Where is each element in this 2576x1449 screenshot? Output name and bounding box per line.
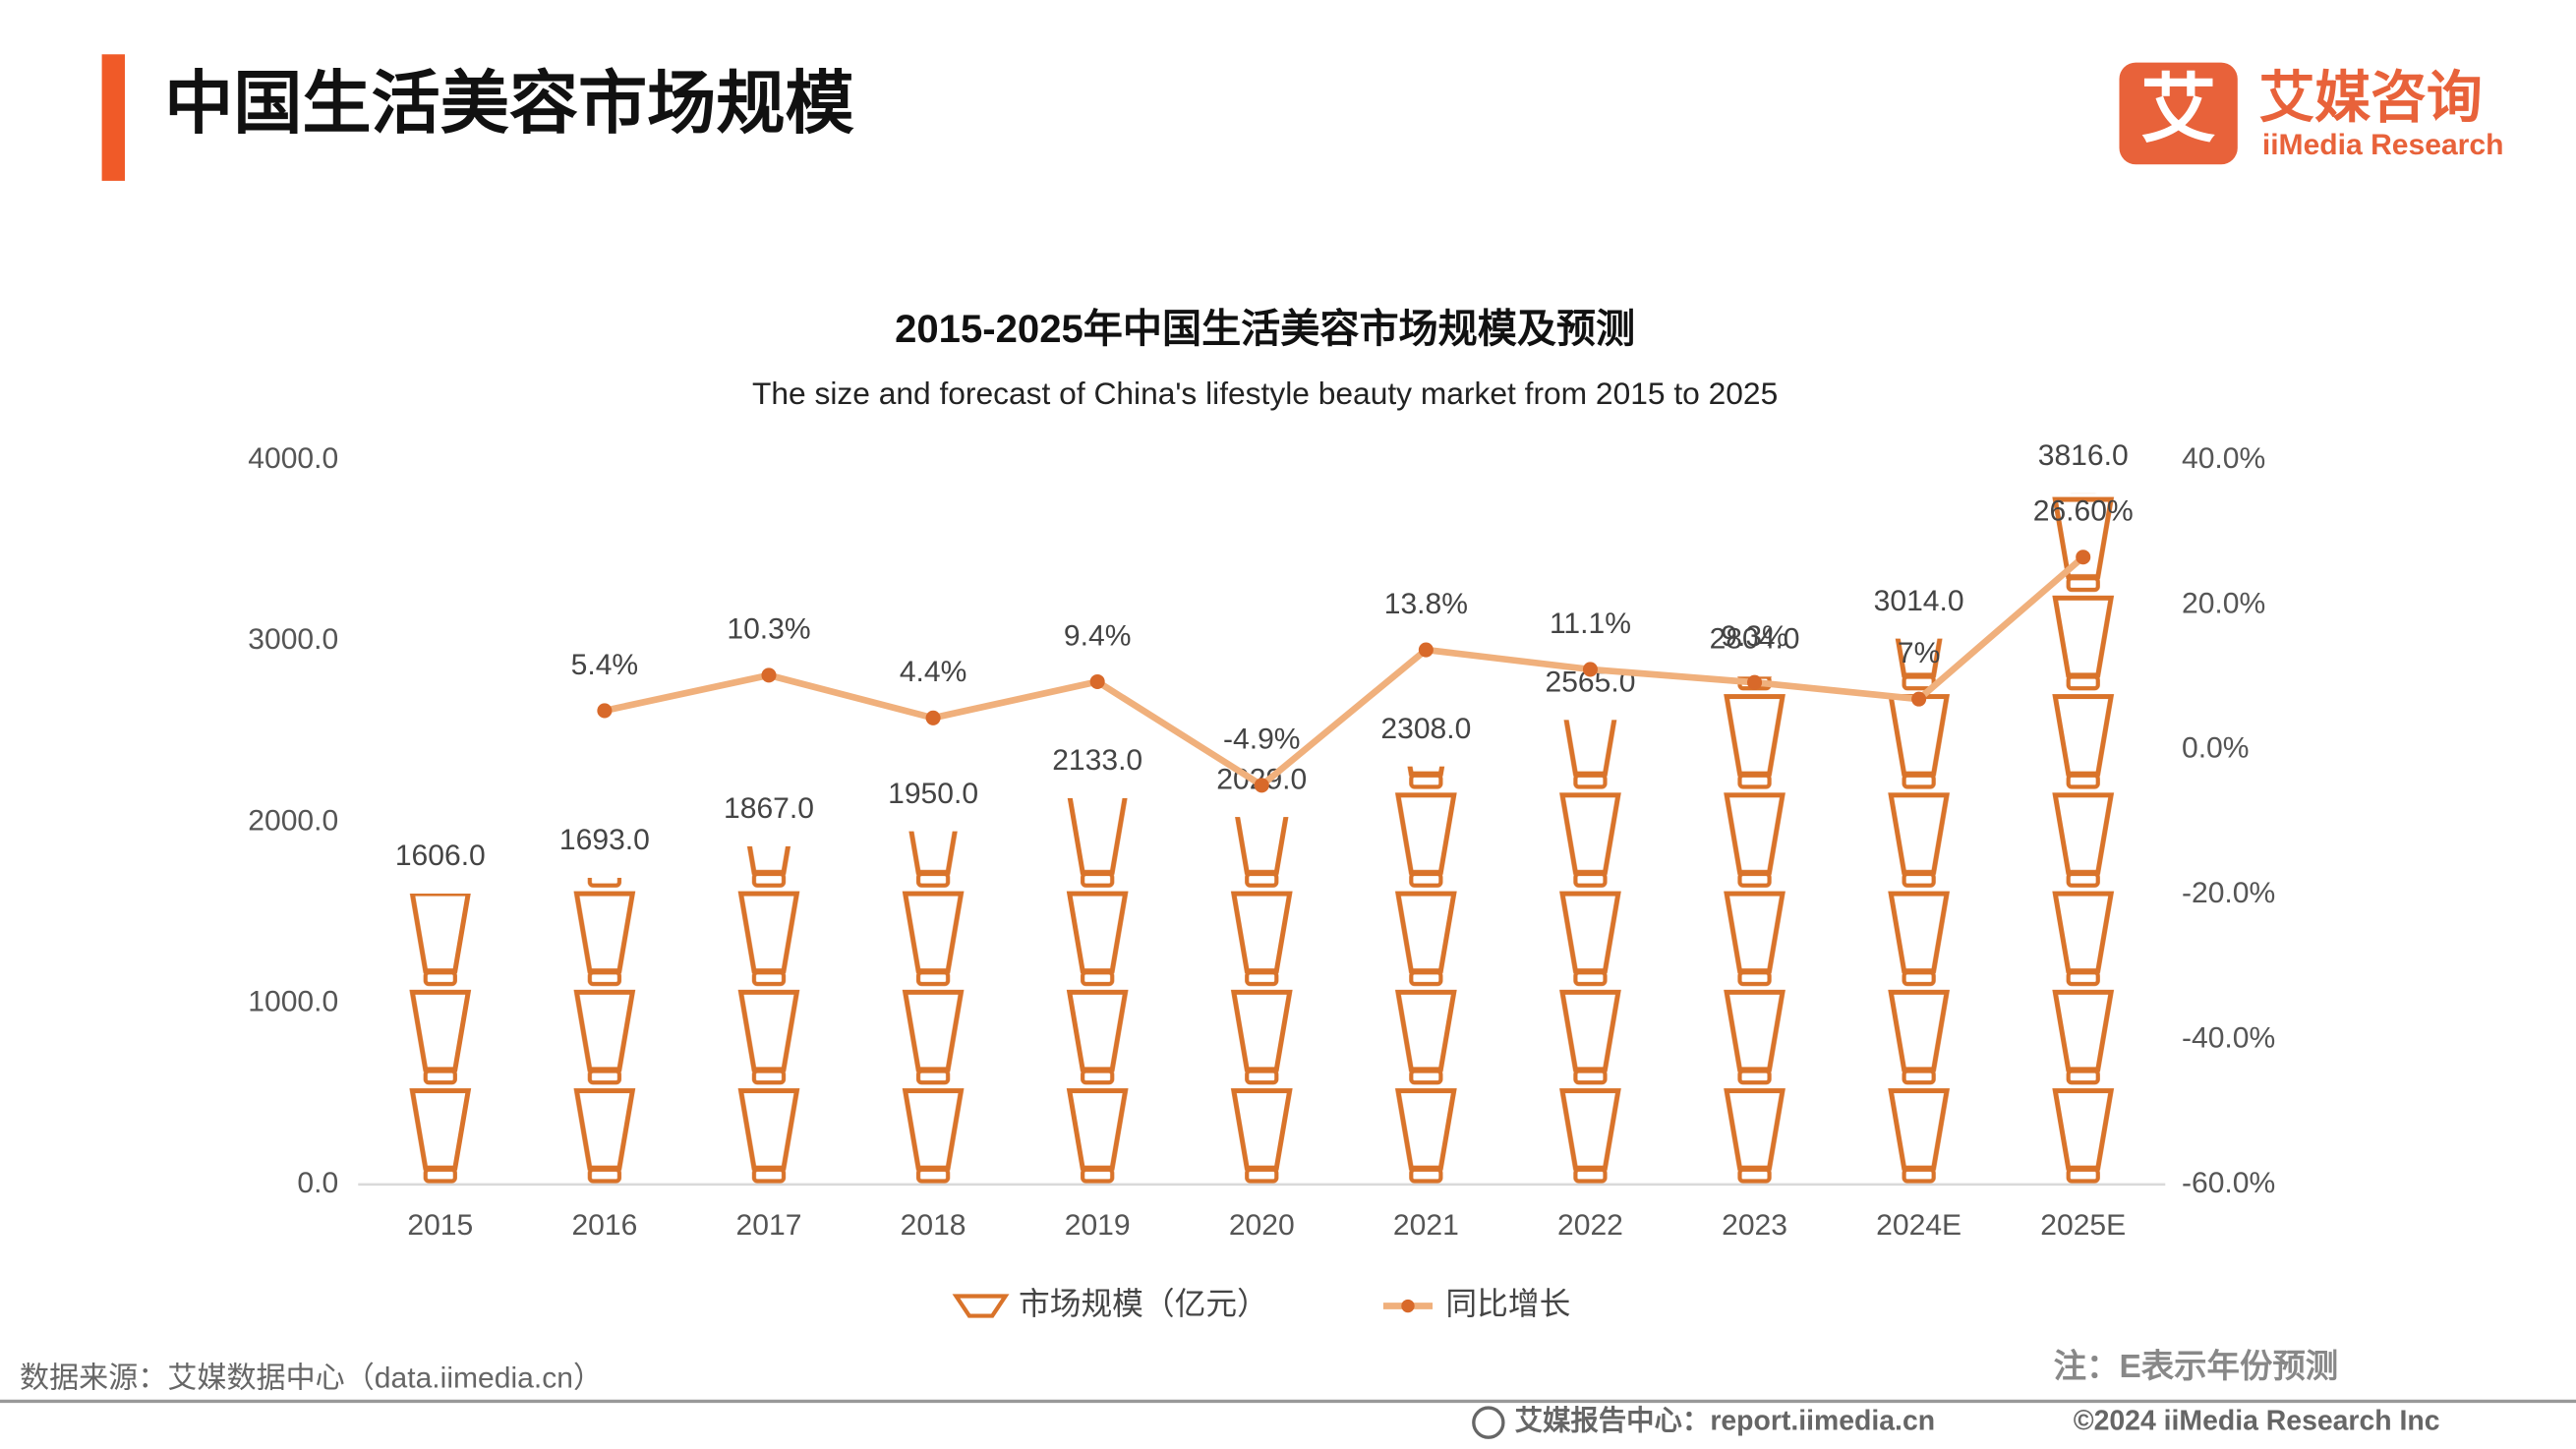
report-center: 艾媒报告中心：report.iimedia.cn (1515, 1406, 1935, 1437)
growth-marker (1254, 778, 1269, 793)
growth-marker (2076, 550, 2091, 565)
logo-subtext: iiMedia Research (2262, 129, 2504, 161)
bar-value-label: 2133.0 (1052, 744, 1142, 777)
x-tick-label: 2021 (1393, 1209, 1459, 1242)
globe-icon (1472, 1406, 1505, 1439)
growth-marker (1582, 662, 1598, 677)
bar-value-label: 1867.0 (724, 792, 814, 825)
x-tick-label: 2016 (571, 1209, 637, 1242)
bar (2041, 493, 2125, 1185)
y2-tick-label: -60.0% (2182, 1167, 2275, 1199)
x-tick-label: 2025E (2040, 1209, 2126, 1242)
legend-label: 同比增长 (1445, 1286, 1570, 1321)
bar-value-label: 3014.0 (1874, 585, 1964, 617)
x-tick-label: 2017 (736, 1209, 802, 1242)
y-tick-label: 1000.0 (248, 986, 338, 1018)
source: 数据来源：艾媒数据中心（data.iimedia.cn） (20, 1362, 603, 1395)
bar-value-label: 1606.0 (395, 840, 486, 872)
title-accent (101, 54, 125, 181)
growth-value-label: 13.8% (1384, 588, 1468, 620)
growth-value-label: 11.1% (1550, 608, 1631, 640)
chart-title: 2015-2025年中国生活美容市场规模及预测 (895, 308, 1635, 351)
x-tick-label: 2015 (407, 1209, 473, 1242)
plot: 0.0 1000.0 2000.0 3000.0 4000.0 -60.0% -40.0% -… (248, 439, 2275, 1321)
growth-value-label: 4.4% (900, 656, 967, 688)
chart-subtitle: The size and forecast of China's lifesty… (752, 376, 1778, 411)
x-tick-label: 2020 (1229, 1209, 1295, 1242)
y2-tick-label: 20.0% (2182, 587, 2265, 619)
growth-line (604, 554, 2085, 789)
x-tick-label: 2022 (1557, 1209, 1623, 1242)
bar-value-label: 2804.0 (1710, 622, 1800, 655)
growth-marker (1089, 673, 1105, 689)
page-title: 中国生活美容市场规模 (164, 64, 854, 142)
y-tick-label: 2000.0 (248, 804, 338, 837)
growth-value-label: 7% (1898, 637, 1940, 669)
growth-marker (925, 710, 941, 725)
legend-marker-icon (1401, 1299, 1415, 1313)
growth-marker (597, 703, 613, 719)
bar (1549, 720, 1632, 1185)
logo-mark: 艾 (2140, 67, 2216, 151)
bar (728, 845, 810, 1185)
growth-value-label: 26.60% (2033, 495, 2134, 528)
bar (1220, 817, 1304, 1185)
x-tick-label: 2018 (901, 1209, 966, 1242)
bar (399, 894, 482, 1185)
bar-value-label: 1950.0 (888, 778, 978, 810)
growth-marker (1747, 674, 1763, 690)
y2-tick-label: 0.0% (2182, 732, 2250, 765)
x-tick-label: 2019 (1065, 1209, 1131, 1242)
bar (1056, 797, 1139, 1185)
logo-box (2119, 62, 2238, 165)
growth-marker (1911, 691, 1927, 707)
growth-value-label: 5.4% (571, 649, 639, 681)
x-tick-label: 2024E (1876, 1209, 1961, 1242)
legend-label: 市场规模（亿元） (1019, 1286, 1268, 1321)
bar-value-label: 3816.0 (2038, 439, 2129, 472)
bar (563, 877, 646, 1185)
growth-value-label: 9.3% (1721, 620, 1788, 653)
growth-value-label: 10.3% (727, 613, 810, 646)
growth-value-label: 9.4% (1064, 619, 1132, 652)
y2-tick-label: -20.0% (2182, 877, 2275, 909)
y-tick-label: 3000.0 (248, 623, 338, 656)
bar (1877, 638, 1961, 1185)
copyright: ©2024 iiMedia Research Inc (2074, 1406, 2440, 1437)
growth-marker (1418, 642, 1434, 658)
growth-marker (761, 667, 777, 683)
note: 注：E表示年份预测 (2054, 1349, 2339, 1385)
y-tick-label: 0.0 (297, 1167, 338, 1199)
legend-bar-icon (952, 1294, 1010, 1318)
x-tick-label: 2023 (1722, 1209, 1787, 1242)
growth-value-label: -4.9% (1223, 724, 1301, 756)
y-tick-label: 4000.0 (248, 442, 338, 475)
logo-text: 艾媒咨询 (2259, 68, 2483, 130)
bar (1384, 766, 1468, 1185)
bar-value-label: 1693.0 (559, 824, 650, 856)
bar (1713, 676, 1796, 1185)
bar-value-label: 2308.0 (1380, 713, 1471, 745)
bar (892, 831, 974, 1185)
y2-tick-label: 40.0% (2182, 442, 2265, 475)
y2-tick-label: -40.0% (2182, 1021, 2275, 1054)
